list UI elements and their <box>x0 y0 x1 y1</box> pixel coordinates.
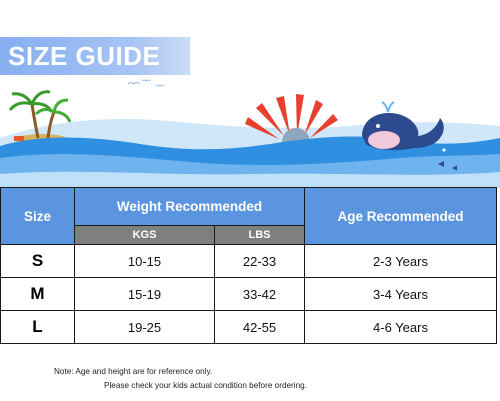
age-cell: 3-4 Years <box>304 277 497 311</box>
age-cell: 2-3 Years <box>304 244 497 278</box>
sea-foam <box>0 171 500 188</box>
table-row: L 19-25 42-55 4-6 Years <box>0 310 497 344</box>
lbs-cell: 42-55 <box>214 310 305 344</box>
age-cell: 4-6 Years <box>304 310 497 344</box>
table-row: M 15-19 33-42 3-4 Years <box>0 277 497 311</box>
size-guide-table: Size Weight Recommended Age Recommended … <box>0 187 497 344</box>
size-guide-banner: SIZE GUIDE <box>0 37 190 75</box>
kgs-subheader: KGS <box>74 224 215 246</box>
kgs-cell: 10-15 <box>74 244 215 278</box>
banner-title: SIZE GUIDE <box>8 41 161 71</box>
lbs-cell: 33-42 <box>214 277 305 311</box>
kgs-cell: 15-19 <box>74 277 215 311</box>
fish-icon <box>438 148 457 171</box>
age-column-header: Age Recommended <box>304 187 497 245</box>
sun-icon <box>245 94 338 156</box>
lbs-subheader: LBS <box>214 224 305 246</box>
whale-icon <box>362 101 444 151</box>
note-line-2: Please check your kids actual condition … <box>104 381 307 390</box>
table-row: S 10-15 22-33 2-3 Years <box>0 244 497 278</box>
lbs-cell: 22-33 <box>214 244 305 278</box>
ocean-illustration <box>0 79 500 188</box>
weight-column-header: Weight Recommended <box>74 187 305 226</box>
size-column-header: Size <box>0 187 75 245</box>
birds-icon <box>127 79 165 87</box>
note-line-1: Note: Age and height are for reference o… <box>54 367 213 376</box>
size-cell: S <box>0 244 75 278</box>
size-cell: M <box>0 277 75 311</box>
kgs-cell: 19-25 <box>74 310 215 344</box>
size-cell: L <box>0 310 75 344</box>
